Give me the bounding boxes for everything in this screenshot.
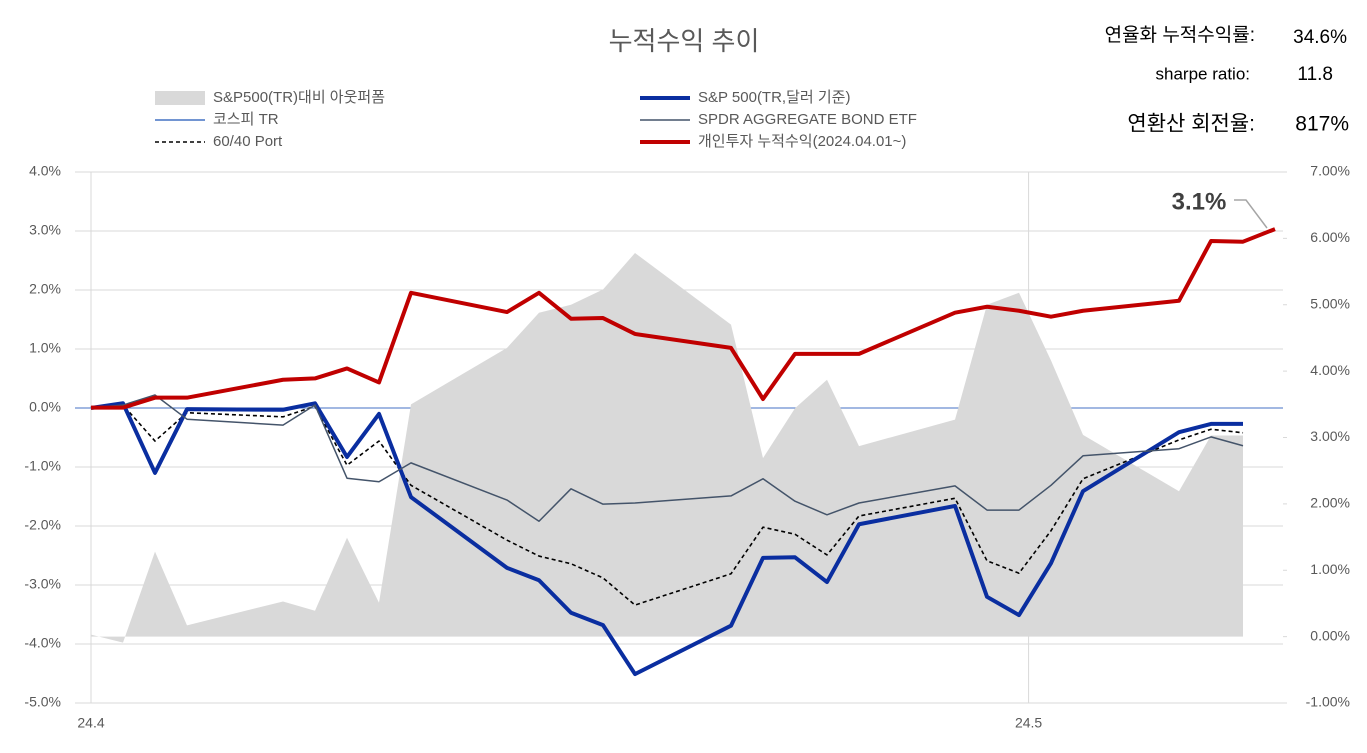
plot: 4.0% 3.0% 2.0% 1.0% 0.0% -1.0% -2.0% -3.0% -4.0%… xyxy=(24,163,1350,731)
line xyxy=(91,227,1276,410)
legend-label: SPDR AGGREGATE BOND ETF xyxy=(698,111,917,128)
y2-tick-label: 6.00% xyxy=(1310,229,1350,245)
y-tick-label: 2.0% xyxy=(29,281,61,297)
stat-label: 연율화 누적수익률: xyxy=(1105,24,1255,46)
y2-tick-label: 2.00% xyxy=(1310,495,1350,511)
y-tick-label: 3.0% xyxy=(29,222,61,238)
annotation-leader xyxy=(1234,199,1268,229)
y-tick-label: -2.0% xyxy=(24,517,61,533)
stat-label: sharpe ratio: xyxy=(1156,64,1251,83)
legend-label: 코스피 TR xyxy=(213,111,279,128)
y2-tick-label: -1.00% xyxy=(1306,694,1350,710)
y2-tick-label: 5.00% xyxy=(1310,295,1350,311)
y2-tick-label: 7.00% xyxy=(1310,163,1350,179)
legend-label: 개인투자 누적수익(2024.04.01~) xyxy=(698,133,906,150)
y-tick-label: -1.0% xyxy=(24,458,61,474)
y-tick-label: 0.0% xyxy=(29,399,61,415)
line xyxy=(90,401,1243,677)
legend-swatch xyxy=(155,91,205,105)
y2-tick-label: 1.00% xyxy=(1310,561,1350,577)
stat-value: 34.6% xyxy=(1293,27,1347,48)
y-tick-label: 1.0% xyxy=(29,340,61,356)
y-tick-label: -3.0% xyxy=(24,576,61,592)
y-tick-label: 4.0% xyxy=(29,163,61,179)
area xyxy=(91,252,1243,643)
stat-label: 연환산 회전율: xyxy=(1127,113,1255,136)
annotation: 3.1% xyxy=(1172,188,1227,215)
stat-value: 817% xyxy=(1295,113,1349,136)
y2-tick-label: 3.00% xyxy=(1310,428,1350,444)
x-tick-label: 24.4 xyxy=(77,715,104,731)
line xyxy=(90,394,1244,523)
y2-tick-label: 4.00% xyxy=(1310,362,1350,378)
y-tick-label: -5.0% xyxy=(24,694,61,710)
y2-tick-label: 0.00% xyxy=(1310,627,1350,643)
x-tick-label: 24.5 xyxy=(1015,715,1042,731)
legend-label: S&P 500(TR,달러 기준) xyxy=(698,89,850,106)
y-tick-label: -4.0% xyxy=(24,635,61,651)
chart-title: 누적수익 추이 xyxy=(609,26,760,56)
legend-label: S&P500(TR)대비 아웃퍼폼 xyxy=(213,89,385,106)
stat-value: 11.8 xyxy=(1297,64,1333,85)
legend-label: 60/40 Port xyxy=(213,133,283,150)
